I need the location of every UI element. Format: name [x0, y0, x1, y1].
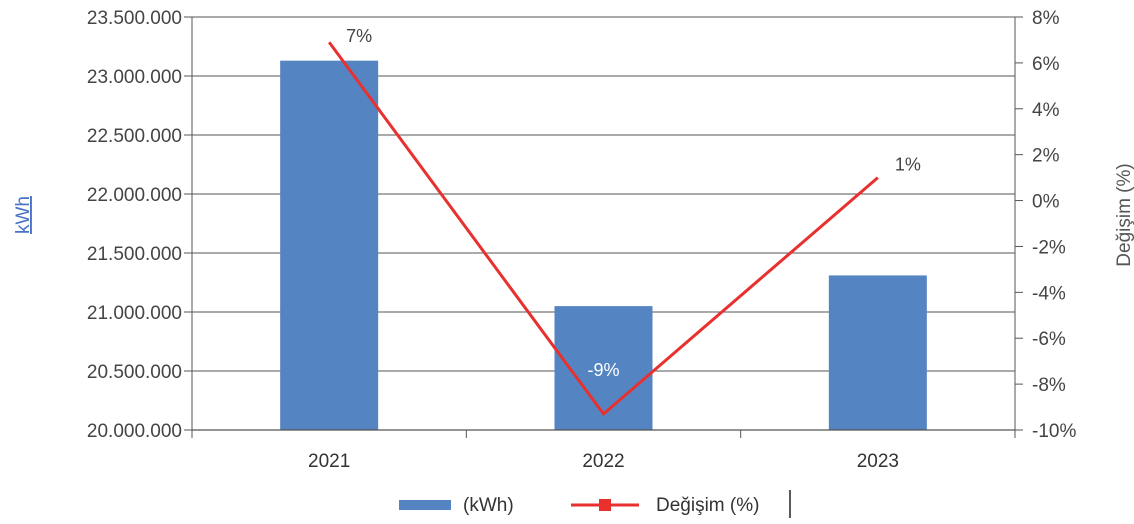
y-tick-label: 21.500.000: [87, 244, 182, 265]
y2-tick-label: 2%: [1032, 146, 1060, 167]
y2-tick-label: 4%: [1032, 100, 1060, 121]
y2-tick-label: 6%: [1032, 54, 1060, 75]
y-tick-label: 20.500.000: [87, 362, 182, 383]
y2-tick-label: -8%: [1032, 375, 1066, 396]
x-tick-label: 2021: [308, 451, 350, 472]
x-tick-label: 2022: [582, 451, 624, 472]
legend: (kWh) Değişim (%): [399, 490, 791, 518]
data-label: -9%: [587, 360, 619, 380]
tick-labels: 20.000.000 20.500.000 21.000.000 21.500.000…: [87, 8, 1077, 472]
y2-tick-label: -4%: [1032, 283, 1066, 304]
y-tick-label: 22.000.000: [87, 185, 182, 206]
y-tick-label: 23.000.000: [87, 67, 182, 88]
y-tick-label: 20.000.000: [87, 421, 182, 442]
legend-swatch-marker: [599, 499, 611, 511]
y2-tick-label: -6%: [1032, 329, 1066, 350]
change-line: [327, 41, 879, 417]
line-series: 7% -9% 1%: [327, 26, 921, 417]
y2-tick-label: -10%: [1032, 421, 1076, 442]
y2-tick-label: -2%: [1032, 237, 1066, 258]
y-tick-label: 22.500.000: [87, 126, 182, 147]
x-tick-label: 2023: [857, 451, 899, 472]
legend-label-bar: (kWh): [463, 495, 514, 516]
data-label: 7%: [346, 26, 372, 46]
y2-tick-label: 8%: [1032, 8, 1060, 29]
y2-tick-label: 0%: [1032, 192, 1060, 213]
y-tick-label: 23.500.000: [87, 8, 182, 29]
bar: [828, 275, 927, 430]
bar: [280, 60, 379, 430]
y-tick-label: 21.000.000: [87, 303, 182, 324]
axes: [184, 16, 1023, 438]
legend-label-line: Değişim (%): [656, 495, 759, 516]
bar-series: [280, 60, 927, 430]
data-label: 1%: [895, 155, 921, 175]
y2-axis-title: Değişim (%): [1114, 163, 1134, 266]
y-axis-title: kWh: [13, 196, 34, 234]
legend-swatch-bar: [399, 500, 451, 510]
